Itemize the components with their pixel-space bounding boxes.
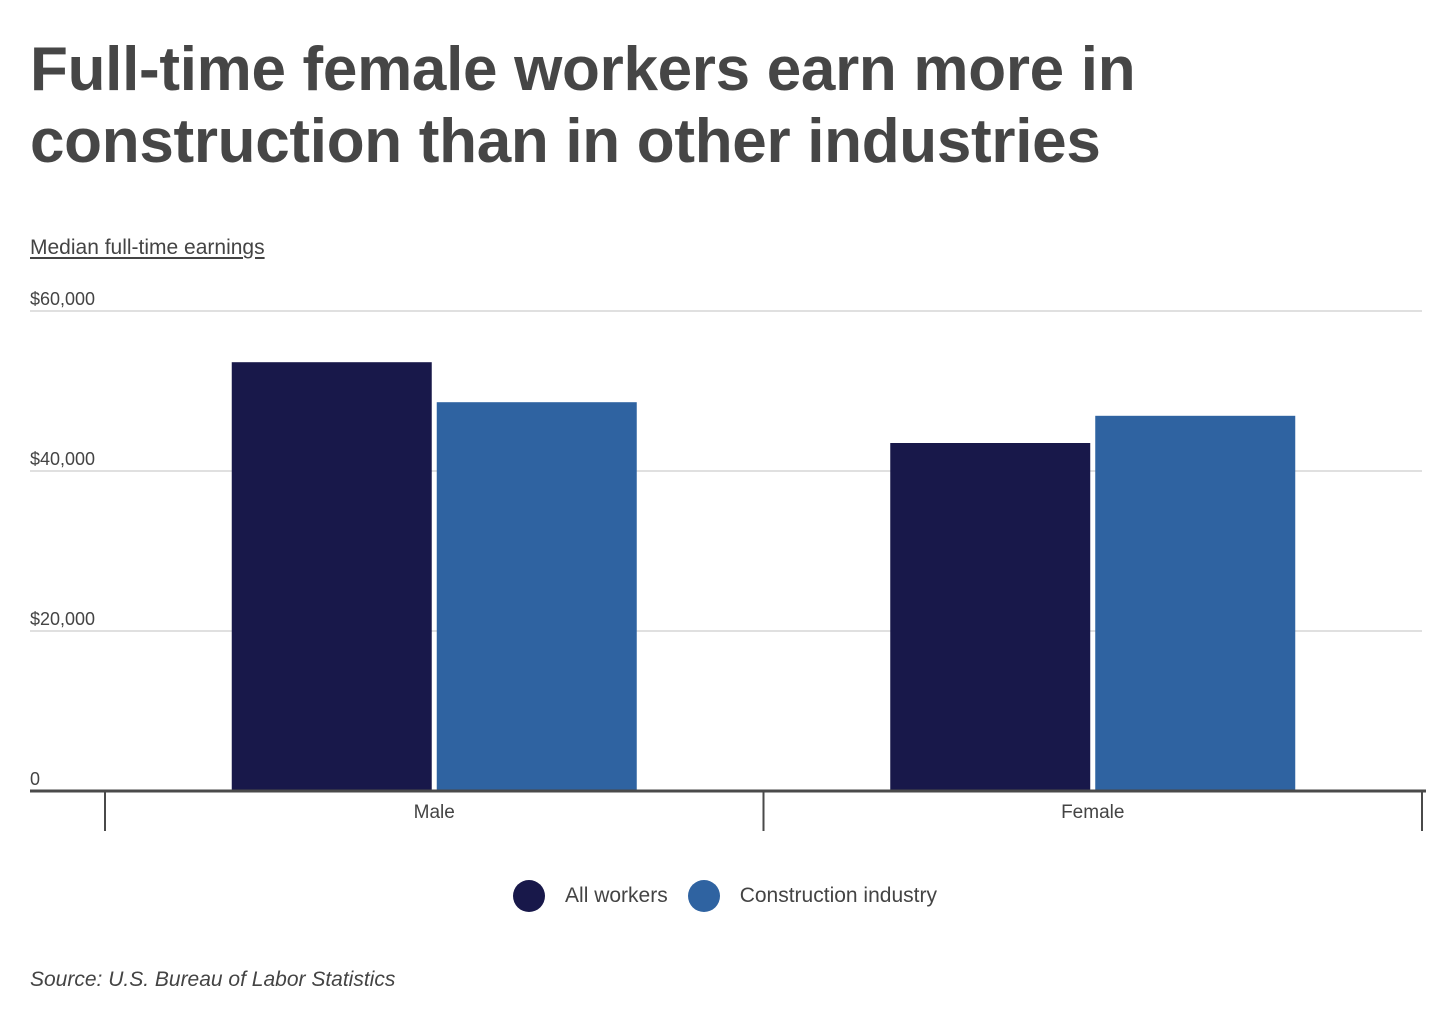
category-label: Male: [414, 802, 455, 823]
bar-chart: 0 $20,000 $40,000 $60,000 Male Female: [30, 289, 1426, 831]
bar-female-all-workers[interactable]: [890, 443, 1091, 791]
bar-female-construction-industry[interactable]: [1095, 415, 1296, 791]
x-axis: [30, 789, 1426, 831]
y-tick-label: $20,000: [30, 609, 95, 629]
bars: [231, 362, 1296, 791]
y-tick-labels: 0 $20,000 $40,000 $60,000: [30, 289, 95, 789]
y-tick-label: $60,000: [30, 289, 95, 309]
bar-male-construction-industry[interactable]: [436, 402, 637, 791]
y-tick-label: 0: [30, 769, 40, 789]
legend-item-all-workers[interactable]: All workers: [513, 880, 668, 912]
source-note: Source: U.S. Bureau of Labor Statistics: [30, 968, 396, 991]
legend-label-construction-industry: Construction industry: [739, 884, 937, 907]
legend-label-all-workers: All workers: [565, 884, 668, 907]
y-tick-label: $40,000: [30, 449, 95, 469]
legend-swatch-construction-industry: [687, 880, 720, 912]
legend-item-construction-industry[interactable]: Construction industry: [687, 880, 937, 912]
chart-title: Full-time female workers earn more in co…: [30, 35, 1136, 176]
category-labels: Male Female: [414, 802, 1125, 823]
legend-swatch-all-workers: [513, 880, 546, 912]
category-label: Female: [1061, 802, 1124, 823]
bar-male-all-workers[interactable]: [231, 362, 432, 791]
y-axis-caption: Median full-time earnings: [30, 236, 265, 259]
legend: All workers Construction industry: [0, 880, 1450, 912]
